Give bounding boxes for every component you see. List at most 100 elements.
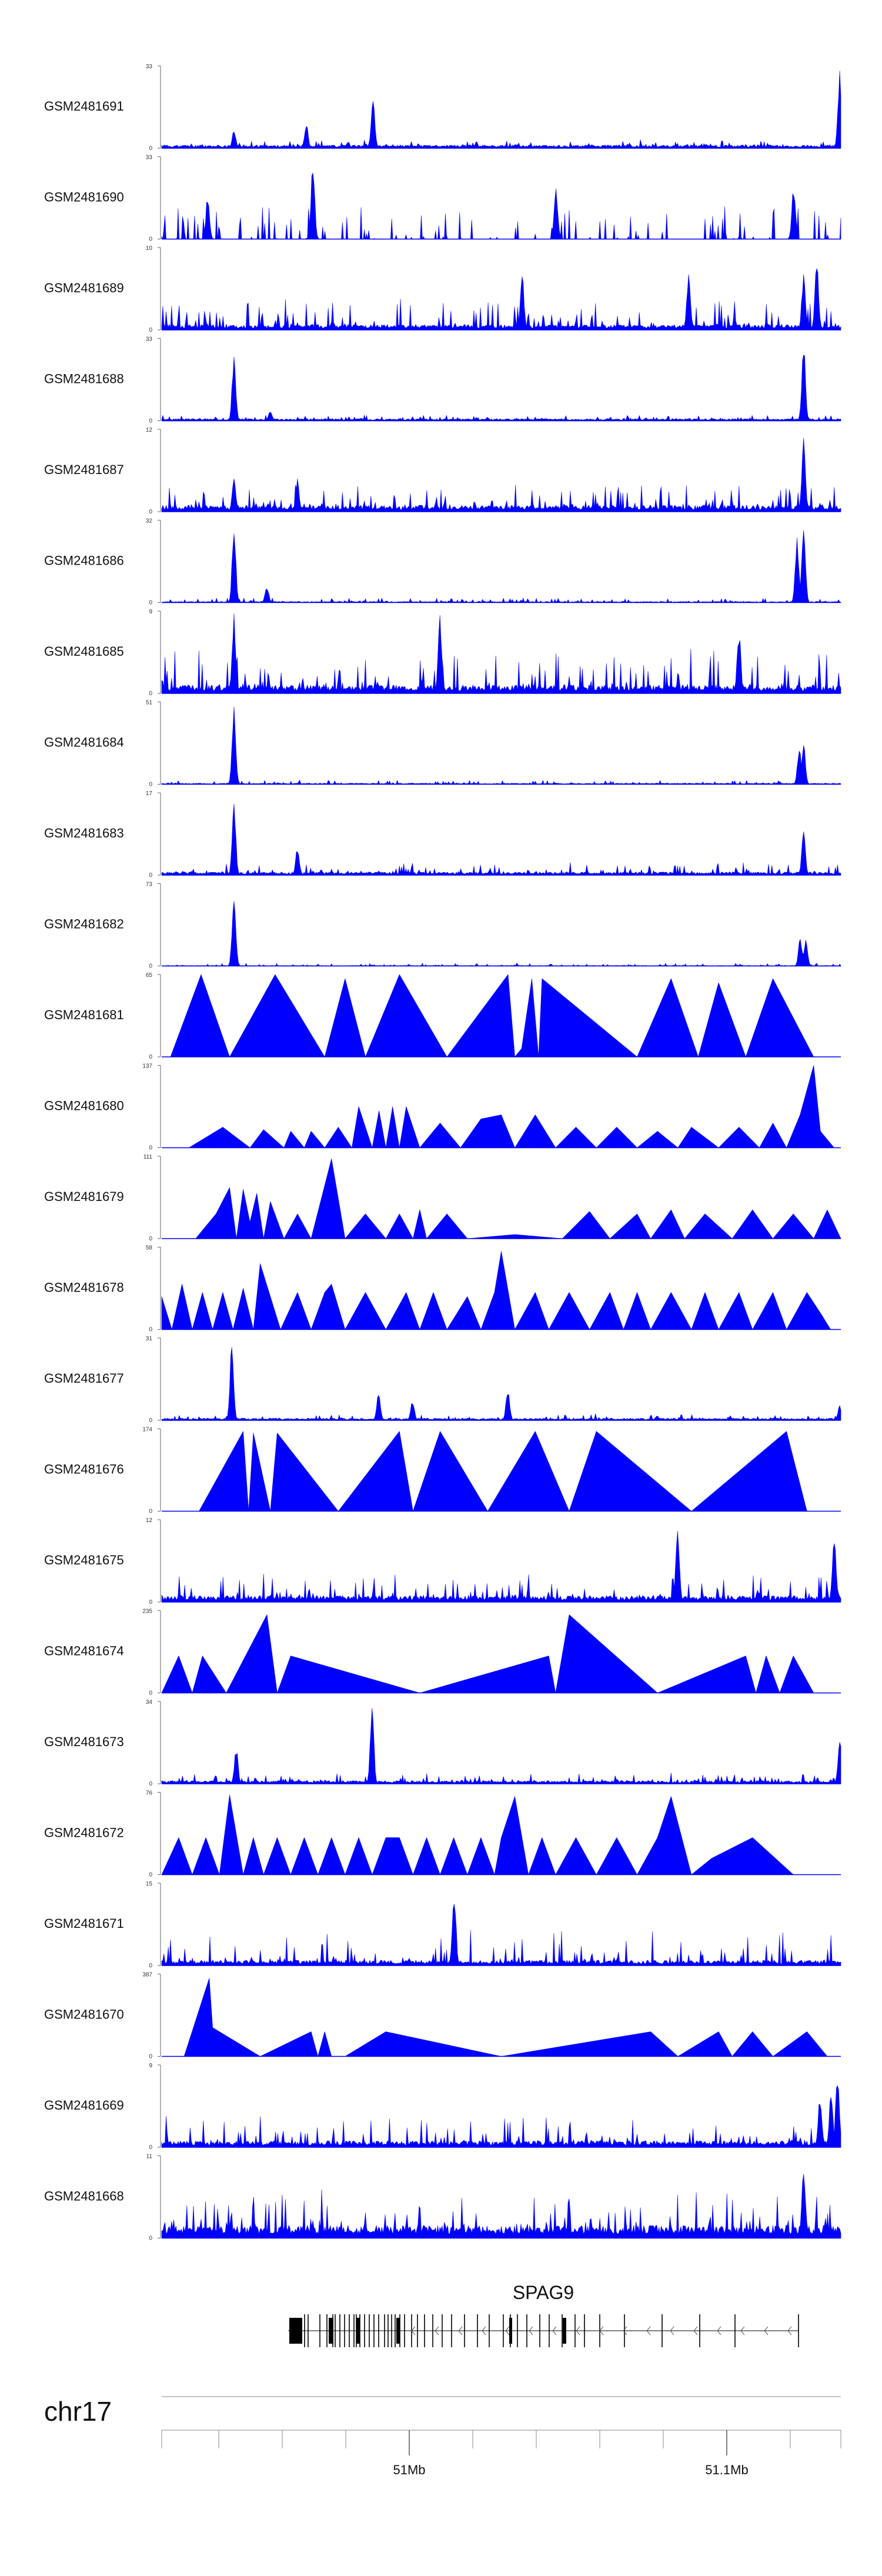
- coverage-area: [161, 1251, 831, 1330]
- track-label: GSM2481688: [44, 372, 124, 386]
- coverage-area: [161, 2086, 841, 2148]
- coverage-area: [161, 1347, 841, 1421]
- track-label: GSM2481682: [44, 917, 124, 932]
- y-max-label: 32: [146, 518, 153, 525]
- track-label: GSM2481671: [44, 1916, 124, 1931]
- track-label: GSM2481680: [44, 1099, 124, 1113]
- track-label: GSM2481674: [44, 1644, 124, 1659]
- strand-arrow: [740, 2326, 745, 2335]
- y-min-label: 0: [149, 690, 152, 697]
- strand-arrow: [435, 2326, 439, 2335]
- y-min-label: 0: [149, 1690, 152, 1697]
- y-max-label: 9: [149, 609, 152, 615]
- track-label: GSM2481687: [44, 462, 124, 477]
- strand-arrow: [787, 2326, 792, 2335]
- y-min-label: 0: [149, 327, 152, 333]
- coverage-area: [199, 1431, 807, 1511]
- genome-tick-label: 51.1Mb: [705, 2462, 748, 2477]
- y-max-label: 34: [146, 1699, 153, 1706]
- strand-arrow: [552, 2326, 557, 2335]
- y-min-label: 0: [149, 2235, 152, 2242]
- track-label: GSM2481679: [44, 1189, 124, 1204]
- y-max-label: 137: [142, 1063, 152, 1070]
- coverage-area: [183, 1978, 828, 2057]
- coverage-area: [161, 2174, 841, 2238]
- gene-exon: [509, 2318, 512, 2344]
- coverage-area: [161, 613, 841, 694]
- coverage-area: [170, 974, 814, 1057]
- y-min-label: 0: [149, 1054, 152, 1060]
- y-min-label: 0: [149, 509, 152, 515]
- strand-arrow: [505, 2326, 510, 2335]
- coverage-area: [161, 71, 841, 149]
- y-min-label: 0: [149, 418, 152, 425]
- y-min-label: 0: [149, 1963, 152, 1969]
- y-max-label: 174: [142, 1427, 152, 1433]
- y-max-label: 12: [146, 1517, 153, 1524]
- strand-arrow: [529, 2326, 533, 2335]
- coverage-area: [161, 438, 841, 512]
- genome-tick-label: 51Mb: [393, 2462, 425, 2477]
- coverage-area: [161, 1708, 841, 1784]
- y-max-label: 33: [146, 155, 153, 161]
- coverage-area: [188, 1065, 834, 1148]
- strand-arrow: [458, 2326, 463, 2335]
- y-max-label: 111: [143, 1154, 153, 1160]
- y-min-label: 0: [149, 1781, 152, 1787]
- track-label: GSM2481683: [44, 826, 124, 840]
- gene-exon: [563, 2318, 566, 2344]
- track-label: GSM2481675: [44, 1553, 124, 1567]
- y-min-label: 0: [149, 236, 152, 243]
- track-label: GSM2481691: [44, 99, 124, 114]
- y-max-label: 33: [146, 64, 153, 70]
- strand-arrow: [764, 2326, 769, 2335]
- gene-exon: [356, 2318, 360, 2344]
- strand-arrow: [576, 2326, 580, 2335]
- strand-arrow: [411, 2326, 416, 2335]
- y-max-label: 73: [146, 882, 153, 888]
- gene-exon: [289, 2318, 302, 2344]
- y-min-label: 0: [149, 1509, 152, 1515]
- track-label: GSM2481689: [44, 281, 124, 295]
- y-max-label: 15: [146, 1881, 153, 1887]
- chromosome-label: chr17: [44, 2396, 112, 2427]
- gene-label: SPAG9: [513, 2282, 574, 2303]
- coverage-area: [161, 268, 841, 331]
- track-label: GSM2481685: [44, 644, 124, 659]
- y-max-label: 17: [146, 790, 153, 797]
- y-max-label: 12: [146, 427, 153, 433]
- track-label: GSM2481684: [44, 735, 124, 750]
- track-label: GSM2481673: [44, 1734, 124, 1749]
- y-max-label: 65: [146, 972, 153, 979]
- coverage-area: [161, 530, 841, 603]
- y-max-label: 33: [146, 336, 153, 343]
- coverage-area: [161, 355, 841, 421]
- strand-arrow: [623, 2326, 627, 2335]
- track-label: GSM2481681: [44, 1007, 124, 1022]
- coverage-area: [161, 803, 841, 876]
- y-min-label: 0: [149, 963, 152, 970]
- y-max-label: 387: [142, 1972, 152, 1978]
- strand-arrow: [599, 2326, 604, 2335]
- coverage-area: [161, 1904, 841, 1966]
- strand-arrow: [646, 2326, 651, 2335]
- y-max-label: 31: [146, 1336, 153, 1342]
- track-label: GSM2481677: [44, 1371, 124, 1386]
- track-label: GSM2481672: [44, 1826, 124, 1840]
- coverage-area: [161, 1614, 814, 1693]
- strand-arrow: [693, 2326, 698, 2335]
- y-min-label: 0: [149, 1236, 152, 1242]
- y-min-label: 0: [149, 1417, 152, 1424]
- track-label: GSM2481686: [44, 553, 124, 568]
- y-min-label: 0: [149, 782, 152, 788]
- y-max-label: 9: [149, 2063, 152, 2069]
- track-label: GSM2481669: [44, 2098, 124, 2113]
- track-label: GSM2481670: [44, 2007, 124, 2022]
- track-label: GSM2481678: [44, 1280, 124, 1295]
- y-min-label: 0: [149, 2144, 152, 2151]
- y-min-label: 0: [149, 1599, 152, 1606]
- y-min-label: 0: [149, 600, 152, 606]
- gene-exon: [396, 2318, 400, 2344]
- y-max-label: 58: [146, 1245, 153, 1252]
